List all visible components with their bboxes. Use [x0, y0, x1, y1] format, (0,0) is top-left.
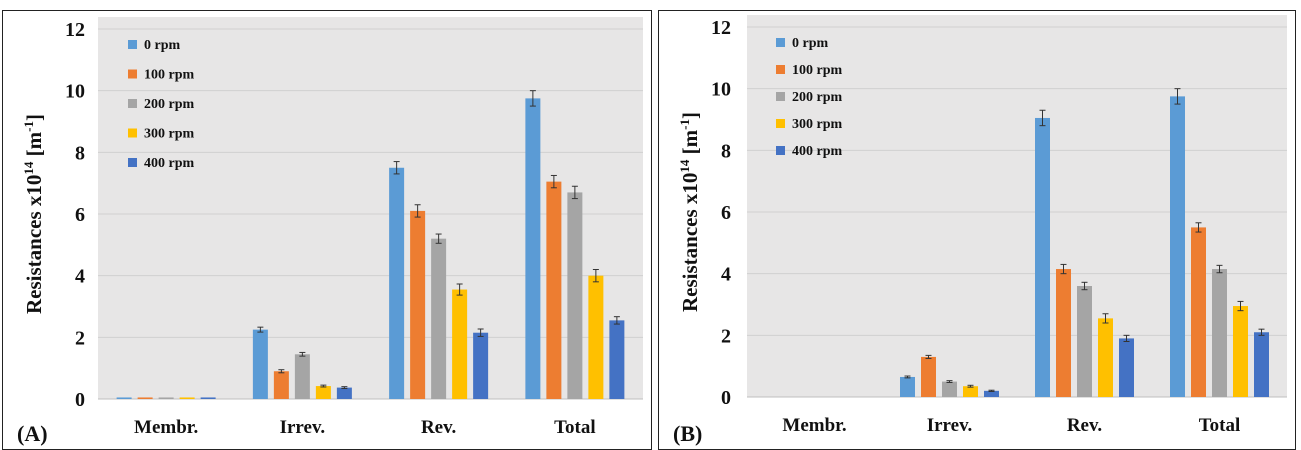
legend-label: 0 rpm: [144, 38, 181, 53]
y-tick-label: 4: [721, 264, 731, 286]
bar: [336, 387, 352, 399]
x-category-label: Irrev.: [927, 415, 973, 436]
x-category-label: Rev.: [1067, 415, 1102, 436]
y-axis-label-main: Resistances x10: [678, 173, 702, 312]
legend-swatch: [128, 128, 137, 138]
bar: [609, 320, 625, 399]
bar: [294, 354, 310, 399]
bar: [1077, 286, 1092, 397]
bar: [1056, 269, 1071, 397]
chart-b-svg: 0 2 4 6 8 10 12 Membr. Irrev. Rev. Total 0 rpm 100 r…: [673, 15, 1287, 446]
y-tick-label: 6: [75, 204, 85, 226]
y-axis-label-end: ]: [22, 114, 46, 121]
bar: [473, 332, 489, 399]
legend-label: 200 rpm: [144, 97, 195, 112]
bar: [1233, 306, 1248, 397]
y-tick-label: 10: [711, 79, 731, 101]
y-axis-label-exponent: 14: [677, 159, 692, 173]
bar: [1098, 318, 1113, 397]
x-category-label: Membr.: [134, 417, 198, 438]
y-axis-label-exponent: 14: [21, 161, 36, 175]
bar: [200, 397, 216, 399]
y-tick-label: 6: [721, 202, 731, 224]
bar: [389, 167, 405, 399]
y-tick-label: 0: [721, 387, 731, 409]
legend-label: 100 rpm: [144, 68, 195, 83]
bar: [158, 397, 174, 399]
legend-label: 0 rpm: [792, 36, 829, 51]
y-tick-label: 2: [721, 325, 731, 347]
bar: [1119, 338, 1134, 397]
legend-label: 300 rpm: [144, 127, 195, 142]
y-axis-label: Resistances x1014 [m-1]: [21, 114, 46, 314]
bar: [567, 192, 583, 399]
bar: [588, 275, 604, 399]
y-axis-label-unit: [m: [22, 131, 46, 161]
legend-swatch: [128, 40, 137, 49]
bar: [252, 329, 268, 399]
legend-label: 300 rpm: [792, 117, 843, 132]
y-axis-label: Resistances x1014 [m-1]: [677, 112, 702, 312]
bar: [452, 289, 468, 399]
legend-swatch: [776, 92, 785, 101]
bar: [1035, 117, 1050, 397]
bar: [137, 397, 153, 399]
legend-swatch: [128, 99, 137, 108]
y-tick-label: 10: [65, 81, 85, 103]
legend-swatch: [776, 119, 785, 128]
legend-label: 400 rpm: [144, 156, 195, 171]
bar: [116, 397, 132, 399]
y-axis-label-end: ]: [678, 112, 702, 119]
bar: [963, 386, 978, 397]
y-axis-label-unit-exponent: -1: [21, 121, 36, 132]
bar: [900, 376, 915, 397]
y-tick-label: 12: [65, 19, 85, 41]
chart-a-svg: 0 2 4 6 8 10 12 Membr. Irrev. Rev. Total 0 rpm 100 r…: [17, 17, 643, 446]
chart-panel-b: 0 2 4 6 8 10 12 Membr. Irrev. Rev. Total 0 rpm 100 r…: [658, 10, 1296, 450]
x-category-label: Total: [1199, 415, 1241, 436]
x-category-label: Irrev.: [280, 417, 326, 438]
y-tick-label: 8: [75, 142, 85, 164]
y-tick-label: 0: [75, 389, 85, 411]
bar: [179, 397, 195, 399]
y-tick-label: 4: [75, 266, 85, 288]
bar: [1254, 332, 1269, 397]
bar: [1191, 227, 1206, 397]
legend-swatch: [128, 69, 137, 79]
y-tick-label: 8: [721, 140, 731, 162]
bar: [273, 371, 289, 399]
y-axis-label-main: Resistances x10: [22, 175, 46, 314]
x-category-label: Total: [554, 417, 596, 438]
x-category-label: Rev.: [421, 417, 456, 438]
bar: [984, 390, 999, 397]
bar: [1212, 269, 1227, 397]
legend-swatch: [776, 65, 785, 74]
panel-label: (B): [673, 421, 702, 446]
bar: [1170, 96, 1185, 397]
legend-label: 400 rpm: [792, 144, 843, 159]
chart-panel-a: 0 2 4 6 8 10 12 Membr. Irrev. Rev. Total 0 rpm 100 r…: [2, 10, 652, 450]
legend-swatch: [128, 158, 137, 167]
legend-label: 200 rpm: [792, 90, 843, 105]
bar: [942, 381, 957, 397]
panel-label: (A): [17, 421, 48, 446]
bar: [525, 98, 541, 399]
bar: [921, 356, 936, 397]
y-tick-label: 12: [711, 17, 731, 39]
legend-label: 100 rpm: [792, 63, 843, 78]
legend-swatch: [776, 38, 785, 47]
x-category-label: Membr.: [782, 415, 846, 436]
bar: [315, 386, 331, 399]
y-tick-label: 2: [75, 327, 85, 349]
y-axis-label-unit: [m: [678, 129, 702, 159]
bar: [546, 181, 562, 399]
y-axis-label-unit-exponent: -1: [677, 119, 692, 130]
bar: [431, 238, 447, 399]
legend-swatch: [776, 146, 785, 155]
bar: [410, 210, 426, 399]
